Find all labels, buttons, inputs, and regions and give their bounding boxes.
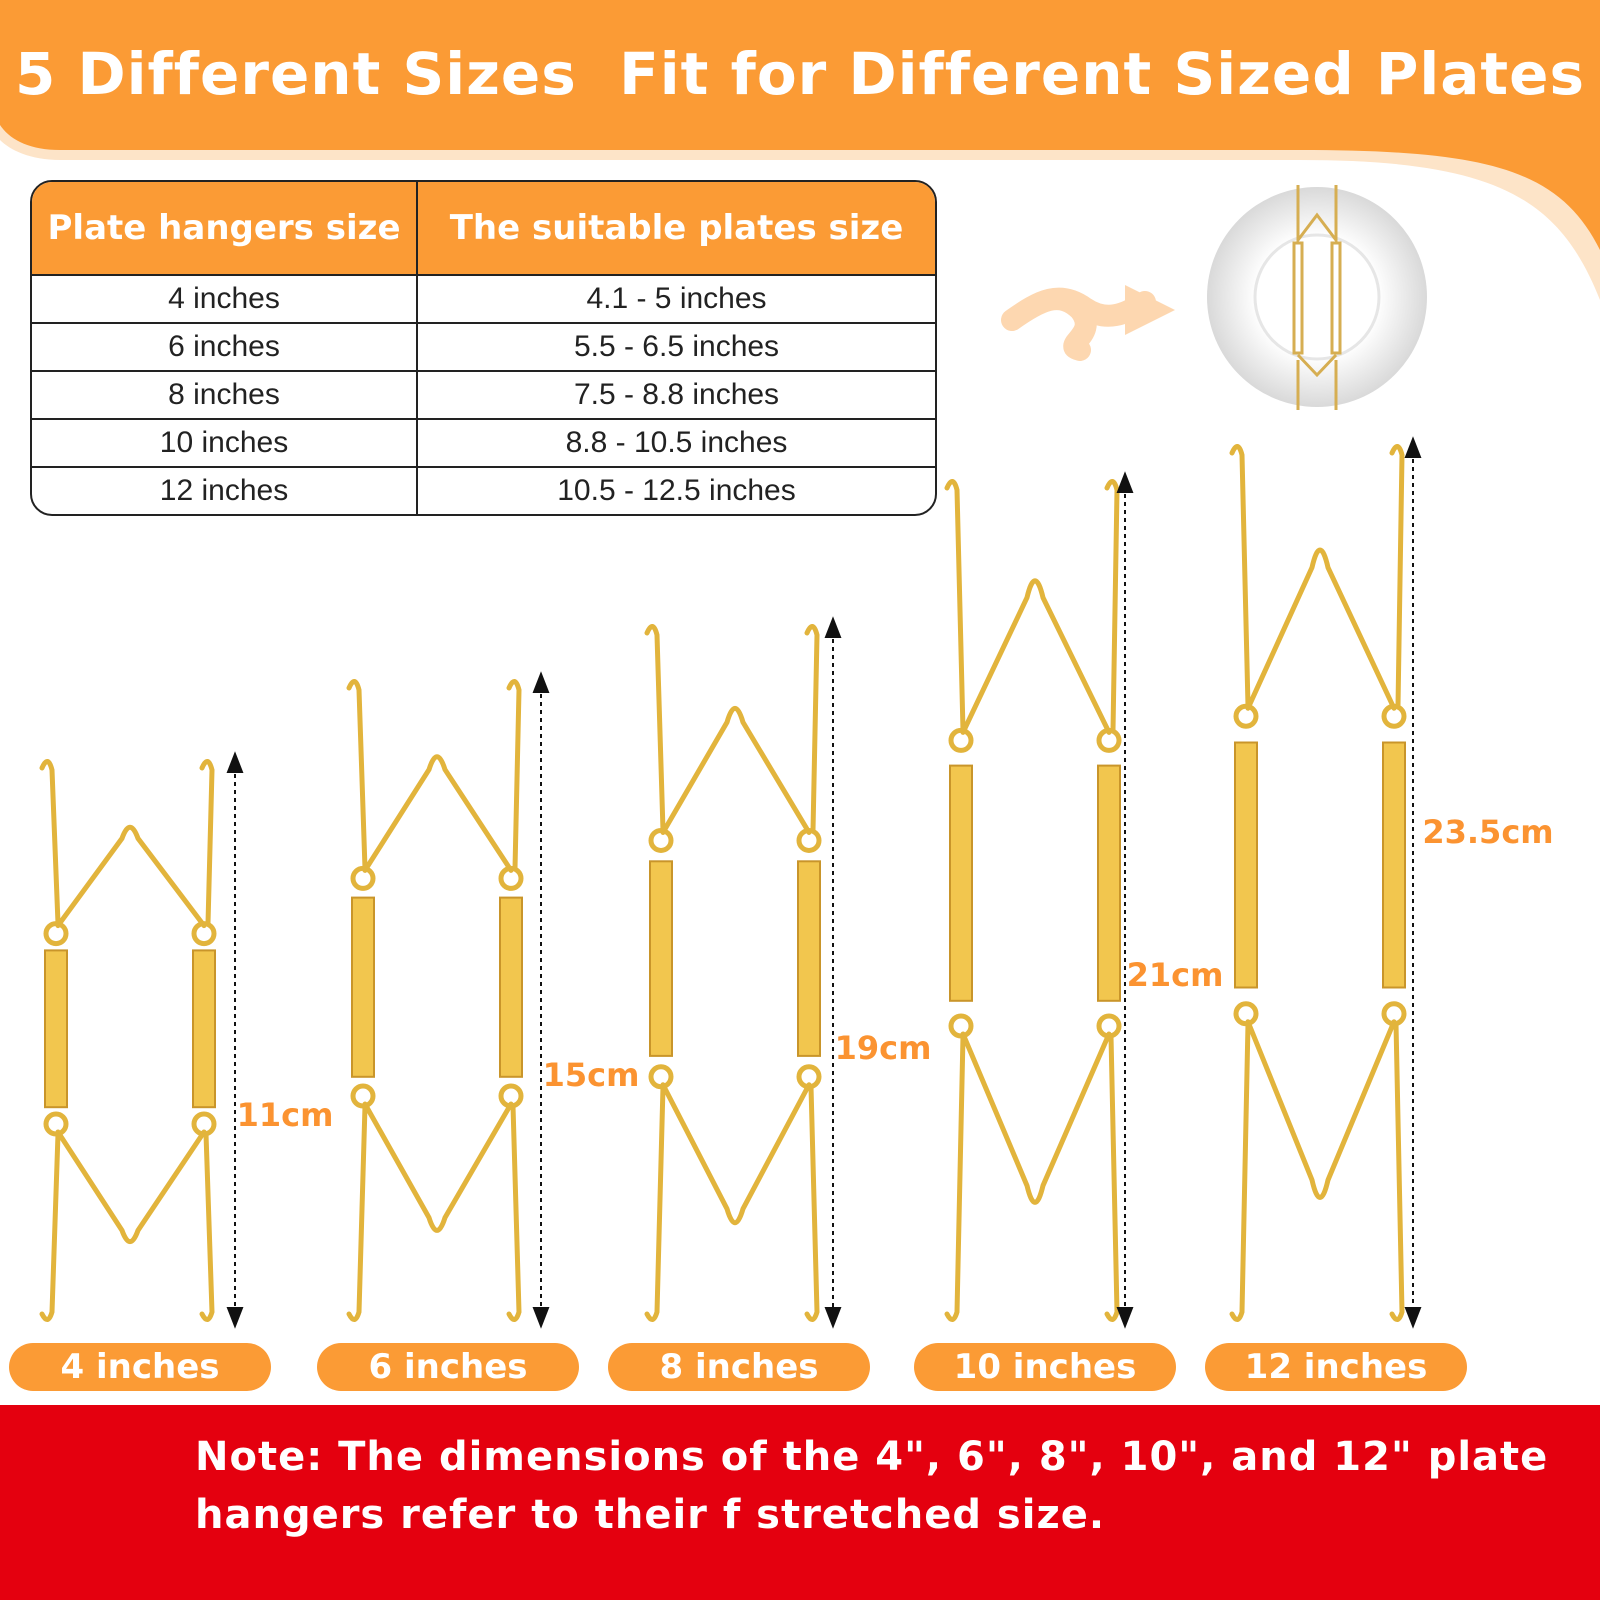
hanger: [39, 759, 217, 1322]
length-label: 21cm: [1126, 956, 1224, 994]
hanger-wire: [944, 479, 1120, 1322]
hanger-spring: [649, 860, 673, 1057]
table-row: 8 inches 7.5 - 8.8 inches: [32, 370, 935, 418]
hanger-ring: [648, 827, 674, 853]
hanger: [1229, 444, 1407, 1322]
table-cell: 10.5 - 12.5 inches: [418, 466, 935, 514]
size-pill: 8 inches: [608, 1343, 870, 1391]
hanger-spring: [797, 860, 821, 1057]
hanger-ring: [948, 727, 974, 753]
hanger-ring: [498, 1083, 524, 1109]
arrow-head: [226, 751, 244, 773]
hanger-spring: [1234, 741, 1258, 989]
hanger-ring: [43, 921, 69, 947]
arrow-head: [1116, 1307, 1134, 1329]
measure-arrow: [1404, 436, 1422, 1329]
hanger-ring: [948, 1013, 974, 1039]
measure-arrow: [532, 671, 550, 1329]
table-cell: 7.5 - 8.8 inches: [418, 370, 935, 418]
hanger-wire: [1229, 444, 1405, 1322]
measure-arrow: [1116, 471, 1134, 1329]
hanger-ring: [1096, 727, 1122, 753]
hanger: [944, 479, 1122, 1322]
hanger-ring: [350, 865, 376, 891]
hanger-spring: [1097, 764, 1121, 1002]
note: Note: The dimensions of the 4", 6", 8", …: [195, 1434, 1549, 1538]
size-pill: 4 inches: [9, 1343, 271, 1391]
length-label: 19cm: [834, 1028, 932, 1067]
hanger-ring: [1381, 703, 1407, 729]
table-row: 6 inches 5.5 - 6.5 inches: [32, 322, 935, 370]
note-band: [0, 1405, 1600, 1600]
arrow-head: [1125, 285, 1175, 335]
size-pill: 10 inches: [914, 1343, 1176, 1391]
hanger: [644, 624, 822, 1322]
hanger-spring: [44, 949, 68, 1109]
table-cell: 8 inches: [32, 370, 418, 418]
hanger-ring: [43, 1111, 69, 1137]
hanger-ring: [1233, 703, 1259, 729]
hanger: [346, 679, 524, 1322]
table-cell: 4.1 - 5 inches: [418, 274, 935, 322]
plate-rim: [1253, 233, 1381, 361]
length-label: 23.5cm: [1422, 813, 1554, 851]
table-cell: 4 inches: [32, 274, 418, 322]
arrow-head: [824, 1307, 842, 1329]
hanger-ring: [350, 1083, 376, 1109]
arrow-head: [1404, 436, 1422, 458]
length-label: 15cm: [542, 1056, 640, 1094]
hanger-ring: [648, 1064, 674, 1090]
table-cell: 12 inches: [32, 466, 418, 514]
hanger-spring: [1382, 741, 1406, 989]
table-row: 12 inches 10.5 - 12.5 inches: [32, 466, 935, 514]
arrow-head: [532, 1307, 550, 1329]
size-table: Plate hangers size The suitable plates si…: [30, 180, 937, 516]
hanger-ring: [191, 1111, 217, 1137]
measure-arrow: [226, 751, 244, 1329]
hanger-spring: [499, 896, 523, 1078]
title: 5 Different Sizes Fit for Different Size…: [14, 40, 1586, 108]
header-band: [0, 0, 1600, 250]
hanger-ring: [1233, 1001, 1259, 1027]
hanger-ring: [796, 1064, 822, 1090]
size-pill: 12 inches: [1205, 1343, 1467, 1391]
hanger-ring: [1096, 1013, 1122, 1039]
hanger-ring: [1381, 1001, 1407, 1027]
column-header: The suitable plates size: [418, 182, 935, 274]
hanger-wire: [346, 679, 522, 1322]
plate-hanger: [1292, 185, 1342, 410]
hanger-ring: [796, 827, 822, 853]
table-body: 4 inches 4.1 - 5 inches 6 inches 5.5 - 6.5 …: [32, 274, 935, 514]
hanger-spring: [192, 949, 216, 1109]
column-header: Plate hangers size: [32, 182, 418, 274]
hanger-wire: [39, 759, 215, 1322]
table-cell: 6 inches: [32, 322, 418, 370]
hanger-spring: [949, 764, 973, 1002]
arrow-head: [532, 671, 550, 693]
plate: [1207, 187, 1427, 407]
arrow-head: [226, 1307, 244, 1329]
table-cell: 10 inches: [32, 418, 418, 466]
length-label: 11cm: [236, 1096, 334, 1134]
hangers: [39, 436, 1422, 1329]
hanger-ring: [191, 921, 217, 947]
table-row: 10 inches 8.8 - 10.5 inches: [32, 418, 935, 466]
hanger-ring: [498, 865, 524, 891]
size-pill: 6 inches: [317, 1343, 579, 1391]
arrow-head: [1404, 1307, 1422, 1329]
measure-arrow: [824, 616, 842, 1329]
hanger-spring: [351, 896, 375, 1078]
table-header: Plate hangers size The suitable plates si…: [32, 182, 935, 274]
table-cell: 8.8 - 10.5 inches: [418, 418, 935, 466]
table-cell: 5.5 - 6.5 inches: [418, 322, 935, 370]
arrow-head: [1116, 471, 1134, 493]
table-row: 4 inches 4.1 - 5 inches: [32, 274, 935, 322]
arrow-head: [824, 616, 842, 638]
hanger-wire: [644, 624, 820, 1322]
